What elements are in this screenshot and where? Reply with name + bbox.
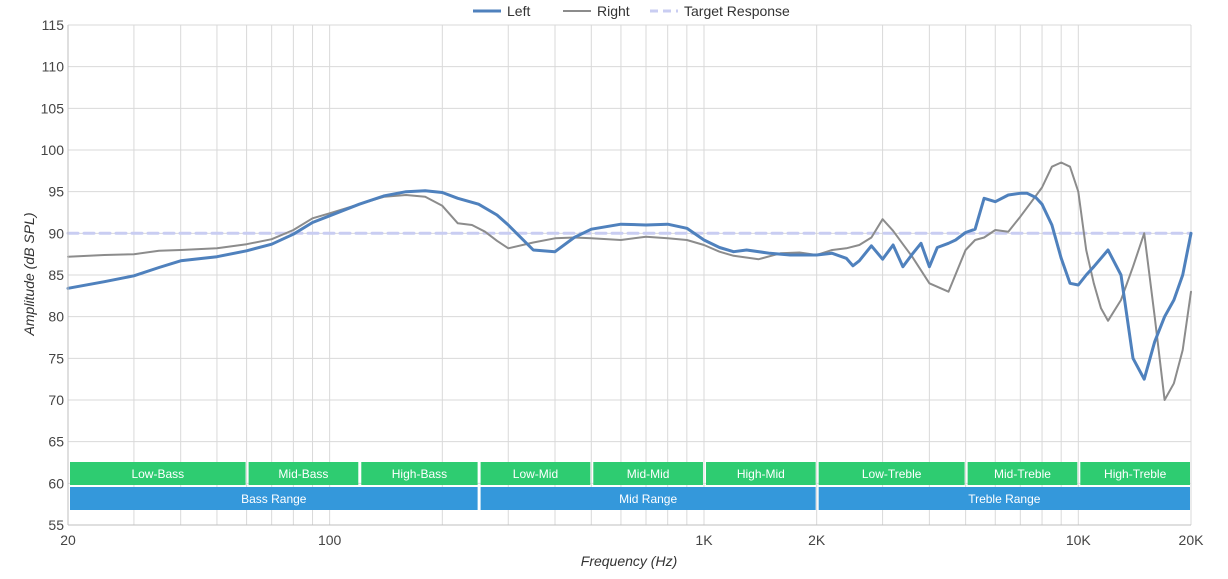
y-tick-label: 110 — [42, 59, 65, 75]
band-mid-treble — [967, 462, 1078, 485]
y-tick-label: 115 — [42, 17, 65, 33]
band-label: High-Mid — [737, 467, 785, 481]
band-label: Mid-Mid — [627, 467, 670, 481]
y-tick-label: 90 — [48, 225, 64, 241]
x-tick-label: 1K — [695, 532, 713, 548]
y-tick-label: 80 — [48, 309, 64, 325]
legend-label: Right — [597, 3, 630, 19]
x-tick-label: 20 — [60, 532, 76, 548]
band-label: High-Bass — [392, 467, 447, 481]
y-tick-label: 85 — [48, 267, 64, 283]
series-right — [67, 161, 1192, 401]
y-axis-title: Amplitude (dB SPL) — [21, 213, 37, 337]
band-label: Bass Range — [241, 492, 307, 506]
legend-item-right[interactable]: Right — [563, 3, 630, 19]
y-tick-label: 60 — [48, 475, 64, 491]
band-label: Low-Bass — [131, 467, 184, 481]
series-left — [66, 189, 1193, 381]
band-mid-bass — [248, 462, 359, 485]
y-tick-label: 95 — [48, 184, 64, 200]
x-tick-label: 2K — [808, 532, 826, 548]
band-high-mid — [705, 462, 816, 485]
x-tick-label: 20K — [1179, 532, 1205, 548]
legend[interactable]: Left Right Target Response — [473, 3, 790, 19]
legend-item-left[interactable]: Left — [473, 3, 530, 19]
legend-label: Left — [507, 3, 530, 19]
band-high-treble — [1080, 462, 1190, 485]
x-tick-label: 10K — [1066, 532, 1092, 548]
y-tick-label: 75 — [48, 350, 64, 366]
band-bass-range — [70, 487, 478, 510]
legend-item-target-response[interactable]: Target Response — [650, 3, 790, 19]
band-label: High-Treble — [1104, 467, 1167, 481]
band-mid-range — [480, 487, 816, 510]
y-tick-label: 55 — [48, 517, 64, 533]
band-label: Low-Treble — [862, 467, 922, 481]
y-tick-label: 100 — [41, 142, 65, 158]
x-tick-label: 100 — [318, 532, 342, 548]
band-label: Mid Range — [619, 492, 677, 506]
y-tick-label: 105 — [41, 100, 65, 116]
band-label: Low-Mid — [513, 467, 558, 481]
y-tick-label: 65 — [48, 434, 64, 450]
grid — [67, 24, 1192, 526]
band-low-bass — [70, 462, 246, 485]
band-label: Treble Range — [968, 492, 1041, 506]
band-treble-range — [818, 487, 1190, 510]
series-lines — [66, 161, 1193, 401]
band-label: Mid-Treble — [994, 467, 1051, 481]
band-high-bass — [361, 462, 478, 485]
x-axis-title: Frequency (Hz) — [581, 553, 677, 569]
axes: 55 60 65 70 75 80 85 90 95 100 105 110 115 20 100 1K 2K 1… — [41, 17, 1204, 548]
band-low-treble — [818, 462, 965, 485]
band-label: Mid-Bass — [278, 467, 328, 481]
frequency-bands: Low-Bass Mid-Bass High-Bass Low-Mid Mid-Mid H… — [70, 462, 1190, 510]
y-tick-label: 70 — [48, 392, 64, 408]
band-mid-mid — [593, 462, 703, 485]
legend-label: Target Response — [684, 3, 790, 19]
band-low-mid — [480, 462, 591, 485]
